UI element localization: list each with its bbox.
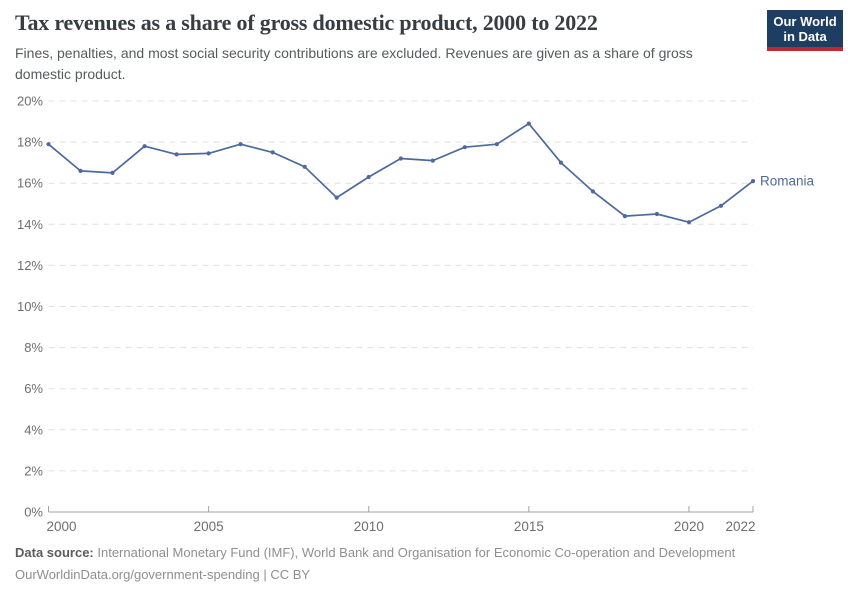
data-source-label: Data source: — [15, 545, 94, 560]
data-point-romania-2005[interactable] — [206, 151, 211, 156]
data-point-romania-2000[interactable] — [46, 142, 51, 147]
chart-subtitle: Fines, penalties, and most social securi… — [15, 45, 693, 82]
x-tick-label: 2000 — [47, 519, 77, 534]
data-point-romania-2015[interactable] — [526, 121, 531, 126]
data-point-romania-2017[interactable] — [590, 189, 596, 194]
y-tick-label: 2% — [24, 463, 43, 478]
attribution: OurWorldinData.org/government-spending |… — [15, 567, 311, 582]
data-point-romania-2021[interactable] — [718, 203, 724, 208]
data-point-romania-2001[interactable] — [78, 168, 83, 173]
data-point-romania-2020[interactable] — [686, 220, 692, 225]
data-point-romania-2016[interactable] — [558, 160, 564, 165]
y-tick-label: 18% — [17, 135, 43, 150]
y-tick-label: 20% — [17, 94, 43, 109]
x-tick-label: 2020 — [674, 519, 704, 534]
data-source-line: Data source: International Monetary Fund… — [15, 542, 795, 564]
data-point-romania-2018[interactable] — [622, 214, 628, 219]
data-point-romania-2006[interactable] — [238, 142, 243, 147]
data-point-romania-2010[interactable] — [366, 174, 371, 180]
page-title: Tax revenues as a share of gross domesti… — [15, 10, 598, 35]
y-tick-label: 4% — [24, 422, 43, 437]
data-point-romania-2011[interactable] — [398, 156, 403, 161]
data-point-romania-2013[interactable] — [462, 145, 467, 150]
data-point-romania-2009[interactable] — [334, 195, 339, 200]
y-tick-label: 6% — [24, 381, 43, 396]
data-point-romania-2008[interactable] — [302, 164, 307, 169]
data-point-romania-2014[interactable] — [494, 142, 499, 147]
x-tick-label: 2005 — [194, 519, 224, 534]
data-source-text: International Monetary Fund (IMF), World… — [97, 545, 736, 560]
data-point-romania-2003[interactable] — [142, 144, 147, 149]
y-tick-label: 12% — [17, 258, 43, 273]
chart-header: Tax revenues as a share of gross domesti… — [15, 10, 755, 85]
y-tick-label: 8% — [24, 340, 43, 355]
y-tick-label: 10% — [17, 299, 43, 314]
y-tick-label: 16% — [17, 176, 43, 191]
chart-footer: Data source: International Monetary Fund… — [15, 542, 795, 586]
data-point-romania-2002[interactable] — [110, 170, 115, 175]
data-point-romania-2019[interactable] — [654, 211, 660, 217]
x-tick-label: 2015 — [514, 519, 544, 534]
data-point-romania-2012[interactable] — [430, 158, 435, 163]
owid-logo-line2: in Data — [783, 29, 827, 44]
data-point-romania-2004[interactable] — [174, 152, 179, 157]
owid-logo[interactable]: Our World in Data — [767, 10, 843, 51]
y-tick-label: 14% — [17, 217, 43, 232]
x-tick-label: 2022 — [725, 519, 755, 534]
series-label-romania: Romania — [760, 174, 815, 189]
data-point-romania-2022[interactable] — [750, 179, 756, 184]
y-tick-label: 0% — [24, 505, 43, 520]
line-series-romania — [47, 122, 754, 224]
x-tick-label: 2010 — [354, 519, 384, 534]
owid-logo-line1: Our World — [773, 14, 837, 29]
data-point-romania-2007[interactable] — [270, 150, 275, 155]
